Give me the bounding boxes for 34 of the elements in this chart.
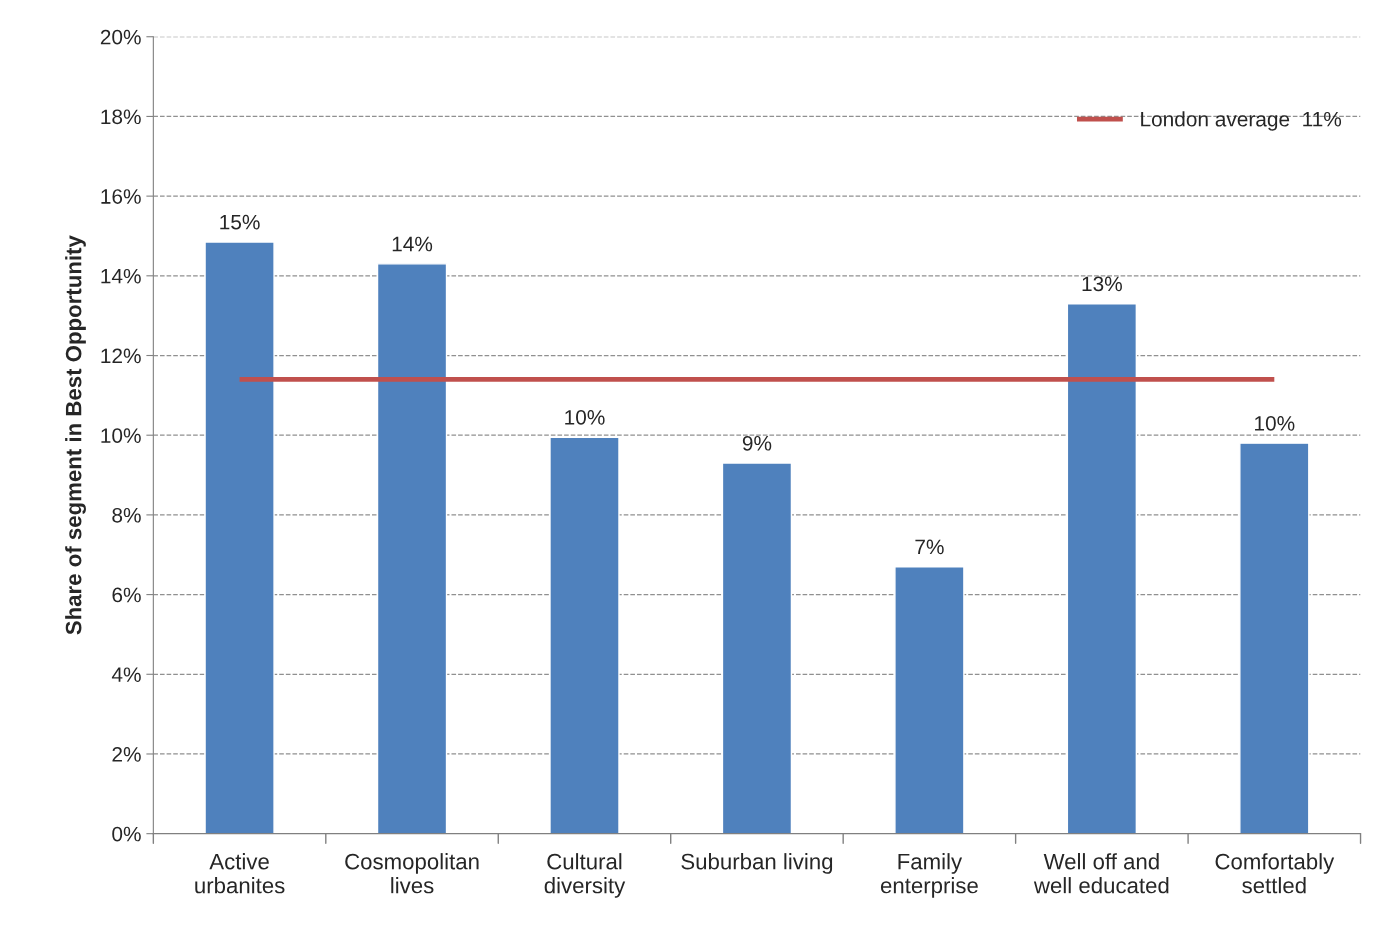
x-tick-label: Well off and well educated <box>1033 853 1169 894</box>
y-axis-title: Share of segment in Best Opportunity <box>65 235 86 635</box>
bar <box>1239 442 1310 834</box>
data-label: 7% <box>915 539 944 555</box>
bar <box>204 241 275 834</box>
y-tick-label: 4% <box>111 667 141 682</box>
bar <box>376 263 448 834</box>
data-label: 10% <box>1255 415 1295 431</box>
y-tick-label: 16% <box>101 189 141 204</box>
x-tick-label: Active urbanites <box>195 853 285 894</box>
y-tick-label: 6% <box>112 587 141 603</box>
y-tick-label: 18% <box>101 109 141 125</box>
bar <box>894 566 965 834</box>
y-tick-label: 12% <box>101 348 141 364</box>
data-label: 14% <box>392 236 433 252</box>
data-label: 13% <box>1082 276 1122 292</box>
y-tick-label: 2% <box>112 746 141 762</box>
y-tick-label: 20% <box>100 29 141 45</box>
data-label: 9% <box>742 435 772 451</box>
x-tick-label: Comfortably settled <box>1215 853 1335 894</box>
y-tick-label: 14% <box>101 268 141 284</box>
legend-label: London average 11% <box>1141 111 1342 131</box>
data-label: 10% <box>565 409 605 425</box>
data-label: 15% <box>220 214 260 230</box>
x-tick-label: Cosmopolitan lives <box>345 853 479 894</box>
bar <box>549 436 620 834</box>
bar <box>1066 303 1138 834</box>
x-tick-label: Family enterprise <box>880 853 978 898</box>
x-tick-label: Cultural diversity <box>544 853 626 898</box>
x-tick-label: Suburban living <box>681 853 833 874</box>
y-tick-label: 8% <box>112 507 141 523</box>
y-tick-label: 0% <box>112 826 141 842</box>
bar <box>721 462 793 834</box>
y-tick-label: 10% <box>101 428 141 443</box>
